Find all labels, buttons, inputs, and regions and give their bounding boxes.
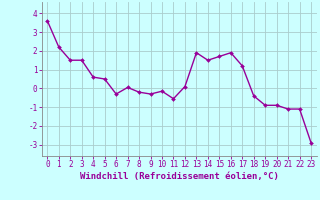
X-axis label: Windchill (Refroidissement éolien,°C): Windchill (Refroidissement éolien,°C) [80,172,279,181]
